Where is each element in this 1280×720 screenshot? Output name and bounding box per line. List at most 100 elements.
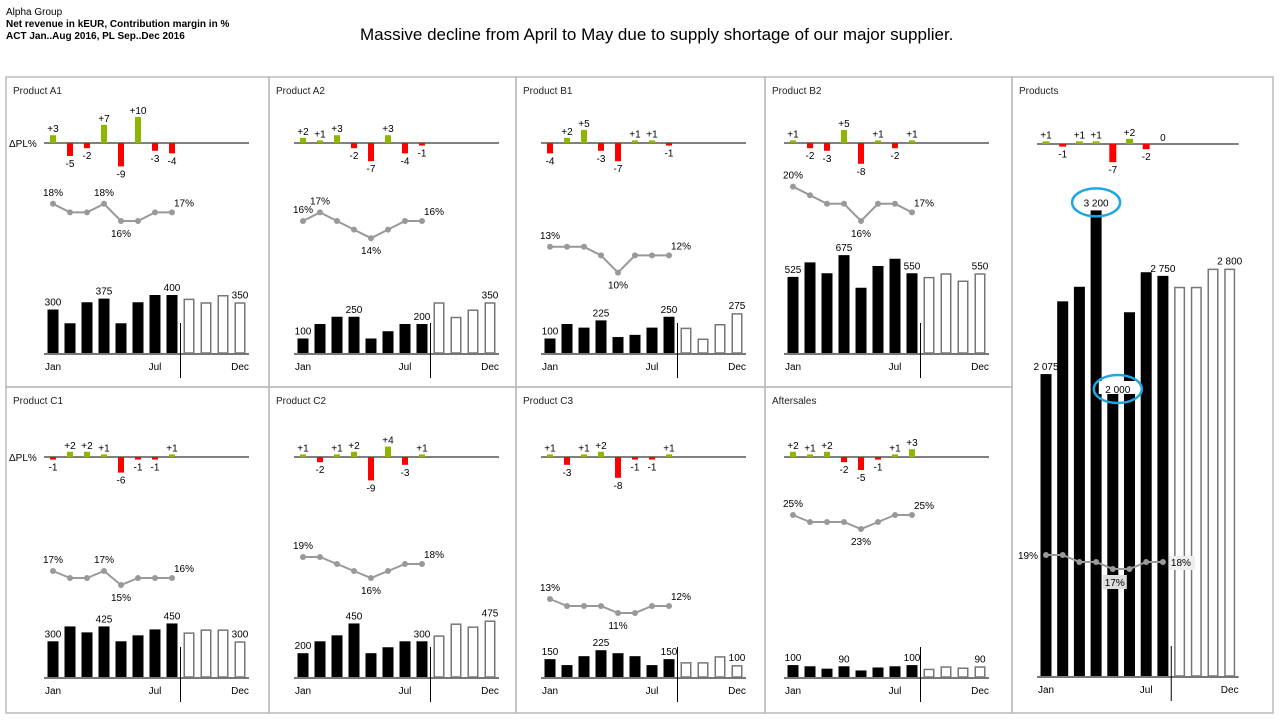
delta-bar [564,137,570,143]
margin-point [419,561,425,567]
panel-title: Product C1 [13,396,63,407]
plan-bar [467,626,479,678]
delta-bar [101,454,107,457]
margin-point [317,209,323,216]
margin-label: 17% [914,198,934,209]
delta-label: -4 [546,156,555,167]
margin-point [101,568,107,574]
delta-label: +1 [314,129,326,140]
delta-bar [841,130,847,143]
plan-bar [680,327,692,354]
margin-point [152,575,158,581]
value-label: 400 [164,283,181,294]
actual-bar [399,641,411,677]
actual-bar [297,338,309,353]
margin-label: 18% [1171,558,1191,569]
margin-point [875,200,881,207]
margin-label: 16% [424,207,444,218]
value-label: 100 [904,653,921,664]
actual-bar [595,650,607,677]
delta-label: +1 [1090,130,1102,141]
margin-point [547,596,553,602]
delta-label: -1 [665,149,674,160]
month-label-dec: Dec [481,686,499,697]
actual-bar [132,302,144,353]
delta-label: +1 [544,443,556,454]
delta-bar [169,143,175,154]
margin-label: 19% [1018,551,1038,562]
margin-point [67,209,73,216]
actual-bar [544,338,556,353]
delta-label: -2 [83,151,92,162]
actual-bar [663,316,675,353]
margin-label: 16% [111,229,131,240]
month-label-jan: Jan [295,362,311,373]
delta-label: -7 [614,164,623,175]
margin-label: 19% [293,541,313,552]
value-label: 300 [414,629,431,640]
delta-label: +1 [297,443,309,454]
margin-label: 15% [111,593,131,604]
month-label-dec: Dec [1221,685,1239,696]
month-label-jan: Jan [295,686,311,697]
plan-bar [1174,286,1186,677]
delta-label: -7 [1108,165,1117,176]
value-label: 2 800 [1217,257,1242,268]
panel-title: Products [1019,86,1058,97]
margin-label: 18% [43,188,63,199]
delta-bar [581,454,587,457]
margin-point [564,243,570,250]
margin-label: 10% [608,281,628,292]
delta-label: -2 [891,151,900,162]
margin-point [169,209,175,216]
delta-bar [419,143,425,146]
actual-bar [166,623,178,677]
delta-label: -2 [806,151,815,162]
delta-label: +2 [595,441,607,452]
actual-bar [81,632,93,677]
actual-bar [578,656,590,677]
month-label-jan: Jan [785,686,801,697]
margin-label: 18% [424,550,444,561]
delta-label: -8 [857,167,866,178]
month-label-jul: Jul [149,686,162,697]
scenario-label: ACT Jan..Aug 2016, PL Sep..Dec 2016 [6,31,185,42]
month-label-jul: Jul [1140,685,1153,696]
actual-bar [544,659,556,677]
delta-bar [1109,144,1117,163]
margin-line [302,211,422,240]
delta-bar [118,143,124,167]
value-label: 475 [482,608,499,619]
delta-label: +3 [331,124,343,135]
delta-bar [1042,141,1050,144]
delta-bar [875,457,881,460]
delta-label: -5 [66,159,75,170]
delta-bar [351,143,357,149]
delta-label: +5 [838,119,850,130]
actual-bar [889,258,901,353]
margin-point [300,218,306,224]
delta-bar [875,140,881,143]
actual-bar [64,626,76,677]
delta-label: -1 [151,463,160,474]
plan-bar [217,629,229,678]
panel-title: Aftersales [772,396,816,407]
margin-label: 12% [671,592,691,603]
delta-bar [615,457,621,478]
margin-point [790,183,796,190]
highlight-ellipse [1092,373,1144,405]
panel-products: Products +1 -1 +1 +1 -7 +2 -2 0 2 075 3 200 2 000 2 … [1011,76,1274,714]
actual-bar [1090,210,1102,676]
margin-point [875,519,881,525]
margin-point [615,269,621,276]
delta-bar [892,143,898,149]
delta-bar [300,137,306,143]
delta-bar [135,457,141,460]
plan-bar [217,295,229,354]
headline: Massive decline from April to May due to… [360,25,954,44]
margin-point [152,209,158,216]
delta-label: -9 [367,483,376,494]
actual-bar [149,629,161,677]
month-label-jul: Jul [889,362,902,373]
delta-label: -7 [367,164,376,175]
